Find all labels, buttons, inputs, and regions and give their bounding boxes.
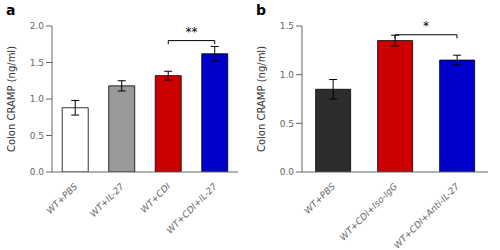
svg-text:1.5: 1.5 [280, 21, 294, 31]
svg-text:WT+IL-27: WT+IL-27 [88, 181, 126, 219]
svg-text:1.0: 1.0 [280, 70, 295, 80]
html-text:a: a [6, 2, 16, 18]
html-text:b: b [256, 2, 266, 18]
svg-text:2.0: 2.0 [30, 21, 45, 31]
svg-text:WT+PBS: WT+PBS [45, 181, 80, 216]
svg-text:0.0: 0.0 [280, 167, 295, 177]
svg-text:WT+CDI+Anti-IL-27: WT+CDI+Anti-IL-27 [392, 181, 462, 250]
svg-text:WT+CDI+Iso-IgG: WT+CDI+Iso-IgG [338, 181, 399, 242]
svg-text:*: * [423, 19, 429, 33]
svg-text:Colon CRAMP (ng/ml): Colon CRAMP (ng/ml) [8, 46, 17, 152]
svg-text:1.5: 1.5 [30, 58, 44, 68]
svg-text:0.0: 0.0 [30, 167, 45, 177]
svg-text:0.5: 0.5 [30, 131, 44, 141]
svg-text:0.5: 0.5 [280, 119, 294, 129]
svg-text:1.0: 1.0 [30, 94, 45, 104]
svg-text:WT+CDI: WT+CDI [139, 181, 173, 215]
svg-text:WT+PBS: WT+PBS [302, 181, 337, 216]
svg-text:WT+CDI+IL-27: WT+CDI+IL-27 [165, 181, 220, 236]
svg-text:Colon CRAMP (ng/ml): Colon CRAMP (ng/ml) [256, 46, 267, 152]
svg-text:**: ** [186, 25, 198, 39]
